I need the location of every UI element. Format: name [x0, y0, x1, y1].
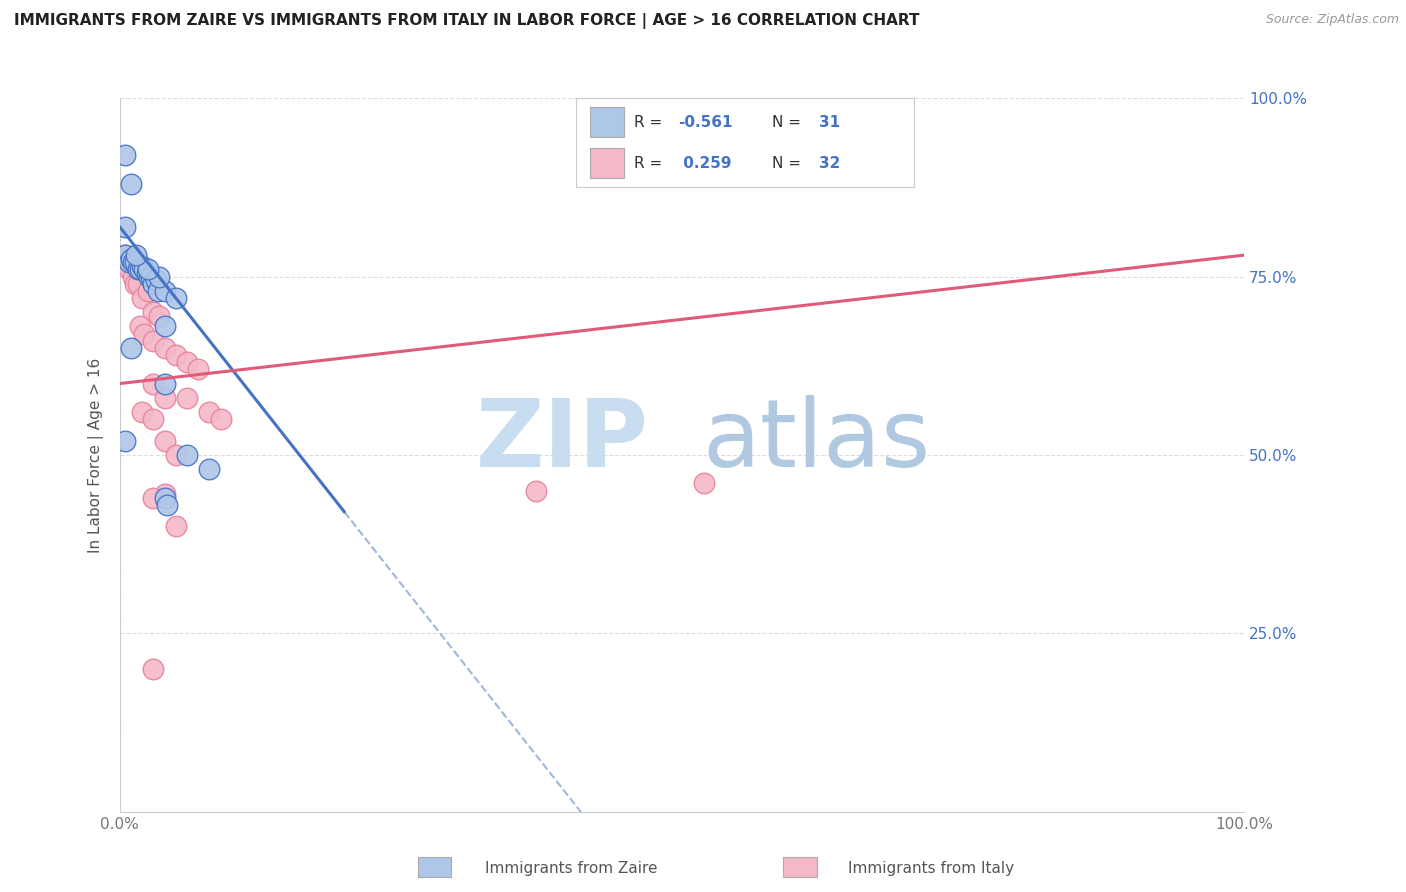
Text: 0.259: 0.259: [678, 156, 731, 170]
Point: [153, 341, 176, 355]
Point: [114, 434, 136, 448]
Point: [117, 262, 139, 277]
Point: [198, 405, 221, 419]
Y-axis label: In Labor Force | Age > 16: In Labor Force | Age > 16: [87, 358, 104, 552]
Point: [524, 483, 547, 498]
Bar: [783, 857, 817, 877]
Point: [128, 319, 150, 334]
Point: [153, 487, 176, 501]
Point: [122, 255, 145, 269]
Point: [131, 291, 153, 305]
Point: [120, 341, 142, 355]
Point: [136, 262, 159, 277]
Point: [153, 284, 176, 298]
Text: 32: 32: [820, 156, 841, 170]
Point: [148, 269, 170, 284]
Point: [127, 262, 149, 277]
Point: [131, 405, 153, 419]
Point: [120, 177, 142, 191]
Point: [142, 334, 165, 348]
Bar: [591, 107, 624, 137]
Point: [124, 277, 146, 291]
Point: [153, 391, 176, 405]
Point: [142, 491, 165, 505]
Text: N =: N =: [772, 156, 806, 170]
Point: [165, 519, 187, 533]
Point: [142, 305, 165, 319]
Point: [198, 462, 221, 476]
Point: [114, 219, 136, 234]
Point: [114, 248, 136, 262]
Point: [124, 255, 146, 269]
Point: [138, 269, 160, 284]
Point: [142, 376, 165, 391]
Point: [120, 252, 142, 266]
Point: [139, 269, 162, 284]
Text: ZIP: ZIP: [475, 394, 648, 487]
Point: [134, 326, 156, 341]
Point: [165, 348, 187, 362]
Point: [165, 448, 187, 462]
Point: [135, 266, 157, 280]
Text: R =: R =: [634, 156, 666, 170]
Text: N =: N =: [772, 115, 806, 129]
Text: 31: 31: [820, 115, 841, 129]
Point: [148, 309, 170, 323]
Point: [176, 448, 198, 462]
Text: Immigrants from Zaire: Immigrants from Zaire: [485, 862, 658, 876]
Point: [136, 284, 159, 298]
Point: [128, 262, 150, 277]
Bar: [591, 148, 624, 178]
Point: [209, 412, 232, 426]
Text: IMMIGRANTS FROM ZAIRE VS IMMIGRANTS FROM ITALY IN LABOR FORCE | AGE > 16 CORRELA: IMMIGRANTS FROM ZAIRE VS IMMIGRANTS FROM…: [14, 13, 920, 29]
Point: [125, 248, 148, 262]
Point: [120, 255, 142, 269]
Text: Immigrants from Italy: Immigrants from Italy: [848, 862, 1014, 876]
Point: [153, 491, 176, 505]
Point: [153, 376, 176, 391]
Point: [127, 277, 149, 291]
Point: [131, 259, 153, 273]
Point: [134, 262, 156, 277]
Point: [187, 362, 209, 376]
Point: [142, 412, 165, 426]
Point: [176, 391, 198, 405]
Bar: [418, 857, 451, 877]
Point: [153, 319, 176, 334]
Point: [114, 148, 136, 162]
Text: R =: R =: [634, 115, 666, 129]
Point: [146, 284, 169, 298]
Point: [153, 434, 176, 448]
Point: [145, 273, 167, 287]
Point: [122, 269, 145, 284]
Text: Source: ZipAtlas.com: Source: ZipAtlas.com: [1265, 13, 1399, 27]
Point: [142, 277, 165, 291]
Point: [176, 355, 198, 369]
Point: [693, 476, 716, 491]
Point: [117, 255, 139, 269]
Point: [156, 498, 179, 512]
Point: [142, 662, 165, 676]
Text: -0.561: -0.561: [678, 115, 733, 129]
Text: atlas: atlas: [703, 394, 931, 487]
Point: [165, 291, 187, 305]
Point: [114, 248, 136, 262]
